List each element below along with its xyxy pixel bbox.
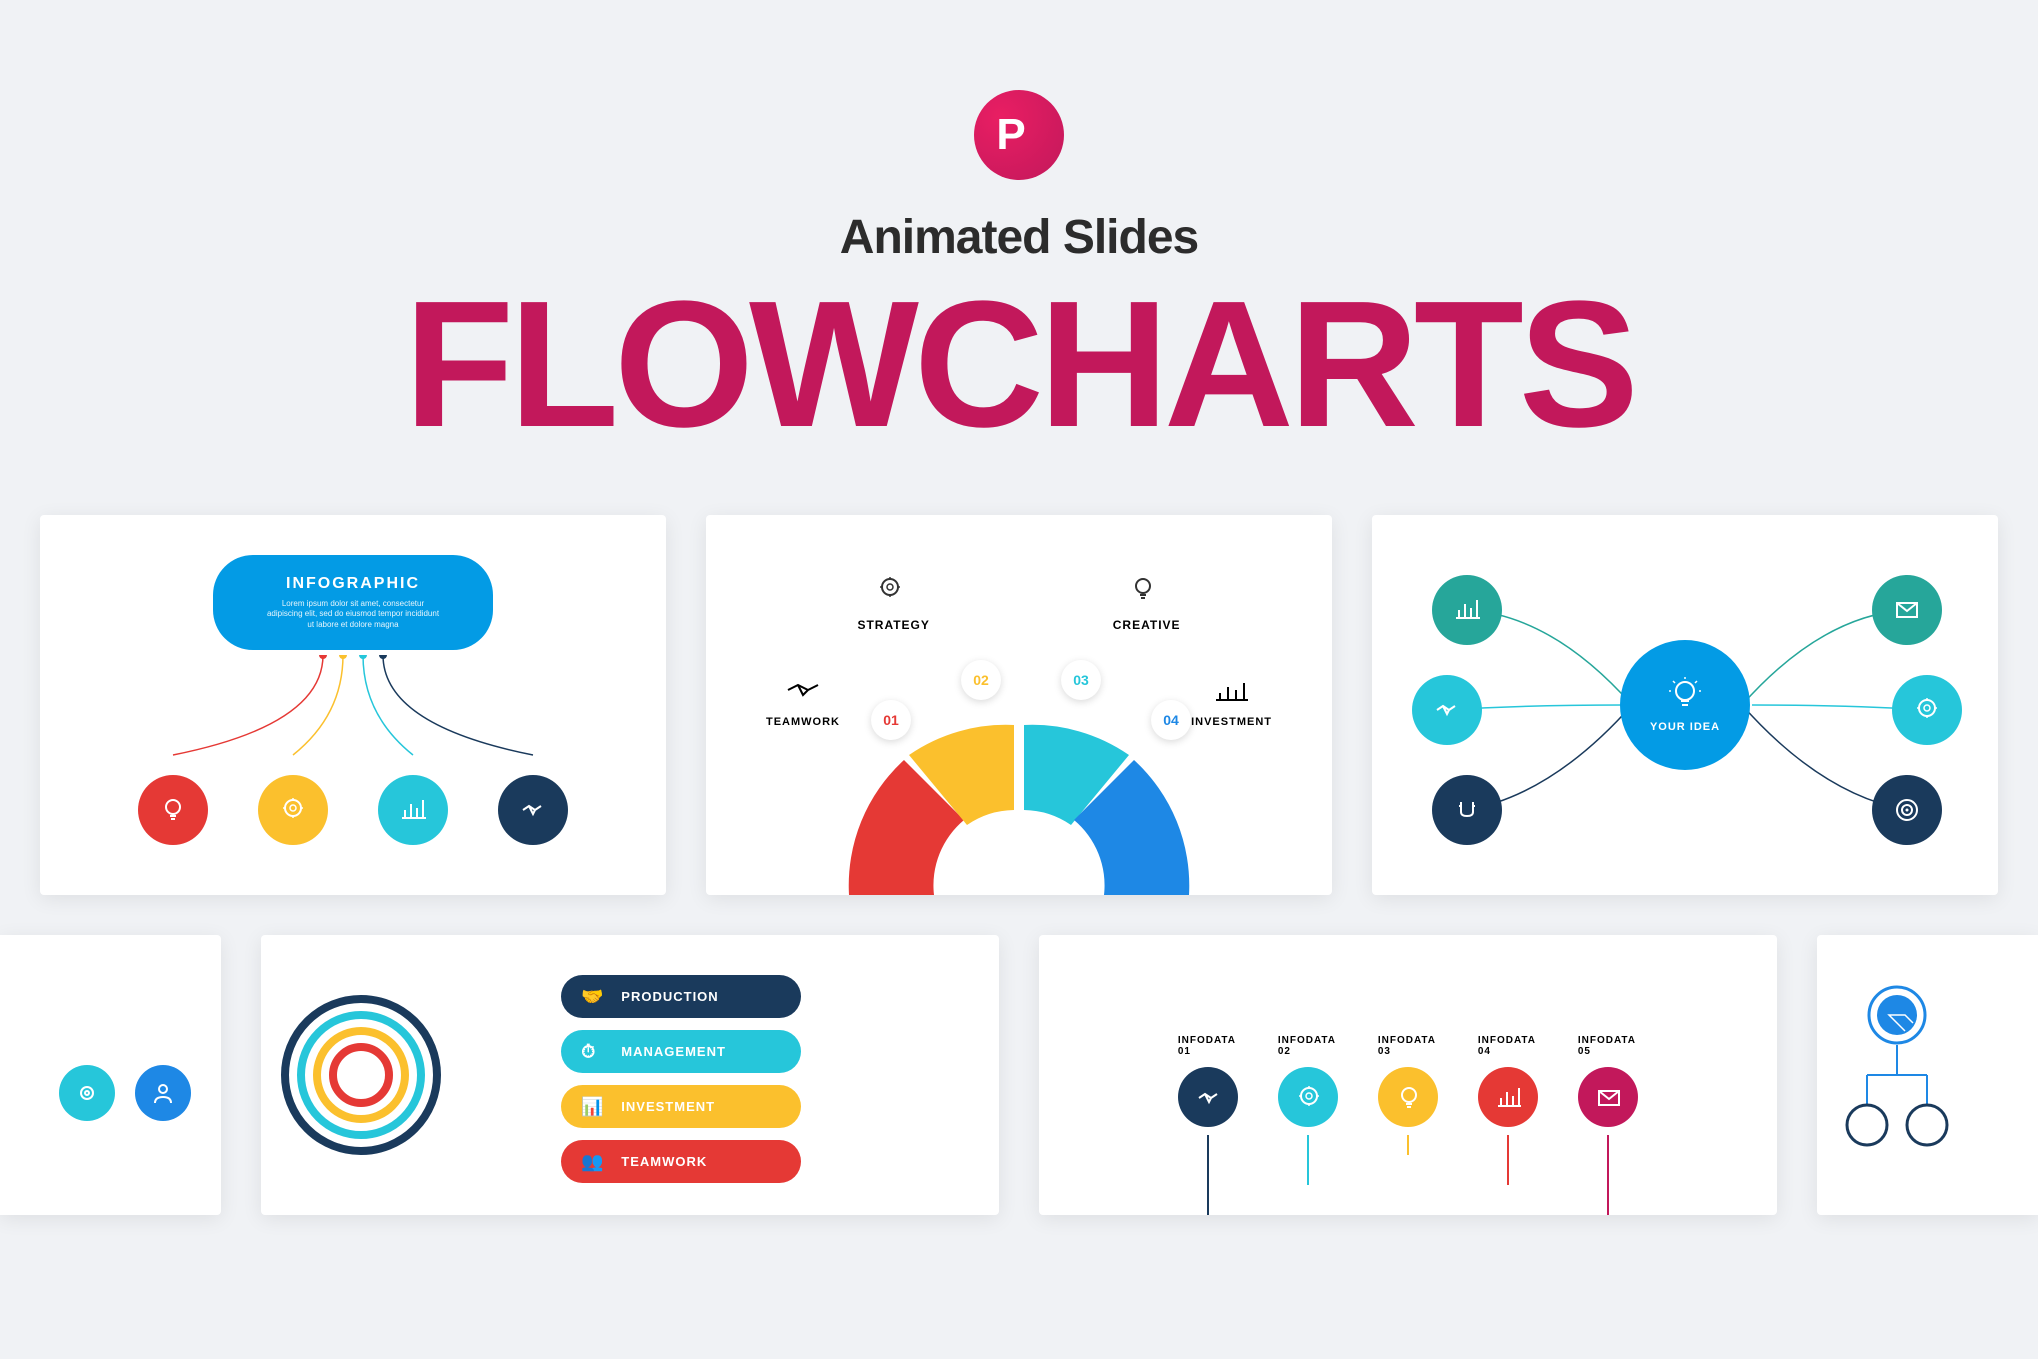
hands-icon xyxy=(1453,796,1481,824)
infodata-item: INFODATA 05 xyxy=(1578,1035,1638,1215)
subtitle: Animated Slides xyxy=(0,210,2038,265)
slides-grid-row-1: INFOGRAPHIC Lorem ipsum dolor sit amet, … xyxy=(0,515,2038,895)
gear-head-icon xyxy=(876,575,912,605)
pill-title: INFOGRAPHIC xyxy=(263,575,443,593)
bulb-icon xyxy=(159,796,187,824)
powerpoint-logo-icon: P xyxy=(974,90,1064,180)
category-pill: ⏱MANAGEMENT xyxy=(561,1030,801,1073)
infodata-circle xyxy=(1178,1067,1238,1127)
target-ring xyxy=(329,1043,393,1107)
segment-number: 01 xyxy=(871,700,911,740)
gear-head-icon xyxy=(1913,696,1941,724)
infodata-label: INFODATA 04 xyxy=(1478,1035,1538,1057)
infodata-row: INFODATA 01 INFODATA 02 INFODATA 03 INFO… xyxy=(1178,1035,1638,1215)
infodata-item: INFODATA 01 xyxy=(1178,1035,1238,1215)
infodata-circle xyxy=(1478,1067,1538,1127)
segment-number: 03 xyxy=(1061,660,1101,700)
pill-list: 🤝PRODUCTION ⏱MANAGEMENT 📊INVESTMENT 👥TEAMWO… xyxy=(561,975,801,1183)
tree-node xyxy=(498,775,568,845)
pill-icon: ⏱ xyxy=(581,1041,596,1062)
logo-letter: P xyxy=(996,110,1025,160)
header: P Animated Slides FLOWCHARTS xyxy=(0,0,2038,515)
bulb-icon xyxy=(1667,677,1703,713)
tree-connectors xyxy=(133,655,573,795)
handshake-icon xyxy=(1433,696,1461,724)
connector-line xyxy=(1407,1135,1409,1155)
main-title: FLOWCHARTS xyxy=(0,275,2038,455)
gear-head-icon xyxy=(279,796,307,824)
slide-infodata-bars: INFODATA 01 INFODATA 02 INFODATA 03 INFO… xyxy=(1039,935,1777,1215)
chart-icon xyxy=(399,796,427,824)
infodata-label: INFODATA 01 xyxy=(1178,1035,1238,1057)
mindmap-node xyxy=(1432,575,1502,645)
connector-line xyxy=(1207,1135,1209,1215)
segment-number: 04 xyxy=(1151,700,1191,740)
pill-icon: 📊 xyxy=(581,1096,604,1117)
infodata-circle xyxy=(1378,1067,1438,1127)
tree-node xyxy=(258,775,328,845)
pill-text: Lorem ipsum dolor sit amet, consectetur … xyxy=(263,599,443,630)
handshake-icon xyxy=(1195,1084,1221,1110)
infodata-circle xyxy=(1578,1067,1638,1127)
connector-line xyxy=(1307,1135,1309,1185)
gear-icon xyxy=(75,1081,99,1105)
top-labels: STRATEGY CREATIVE xyxy=(706,575,1332,632)
top-label: CREATIVE xyxy=(1113,575,1181,632)
slide-partial-right xyxy=(1817,935,2038,1215)
category-pill: 📊INVESTMENT xyxy=(561,1085,801,1128)
center-text: YOUR IDEA xyxy=(1650,721,1720,733)
mindmap-node xyxy=(1432,775,1502,845)
category-pill: 🤝PRODUCTION xyxy=(561,975,801,1018)
mindmap-center: YOUR IDEA xyxy=(1620,640,1750,770)
pill-icon: 👥 xyxy=(581,1151,604,1172)
infodata-item: INFODATA 02 xyxy=(1278,1035,1338,1185)
gear-head-icon xyxy=(1295,1084,1321,1110)
semicircle-chart xyxy=(789,655,1249,895)
mail-icon xyxy=(1893,596,1921,624)
infodata-label: INFODATA 02 xyxy=(1278,1035,1338,1057)
bulb-icon xyxy=(1395,1084,1421,1110)
segment-number: 02 xyxy=(961,660,1001,700)
infodata-item: INFODATA 03 xyxy=(1378,1035,1438,1155)
mindmap-node xyxy=(1872,575,1942,645)
infodata-label: INFODATA 05 xyxy=(1578,1035,1638,1057)
infodata-item: INFODATA 04 xyxy=(1478,1035,1538,1185)
tree-node xyxy=(378,775,448,845)
pill-icon: 🤝 xyxy=(581,986,604,1007)
people-icon xyxy=(151,1081,175,1105)
chart-icon xyxy=(1453,596,1481,624)
slides-grid-row-2: 🤝PRODUCTION ⏱MANAGEMENT 📊INVESTMENT 👥TEAMWO… xyxy=(0,895,2038,1215)
mindmap-node xyxy=(1892,675,1962,745)
mindmap-node xyxy=(1872,775,1942,845)
top-label: STRATEGY xyxy=(857,575,929,632)
circle-row xyxy=(138,775,568,845)
slide-infographic-tree: INFOGRAPHIC Lorem ipsum dolor sit amet, … xyxy=(40,515,666,895)
mail-icon xyxy=(1595,1084,1621,1110)
slide-mindmap: YOUR IDEA xyxy=(1372,515,1998,895)
infodata-label: INFODATA 03 xyxy=(1378,1035,1438,1057)
infodata-circle xyxy=(1278,1067,1338,1127)
org-chart-icon xyxy=(1837,975,1957,1175)
node-circle xyxy=(135,1065,191,1121)
label-title: CREATIVE xyxy=(1113,618,1181,632)
chart-icon xyxy=(1495,1084,1521,1110)
infographic-pill: INFOGRAPHIC Lorem ipsum dolor sit amet, … xyxy=(213,555,493,650)
slide-partial-left xyxy=(0,935,221,1215)
label-title: STRATEGY xyxy=(857,618,929,632)
target-icon xyxy=(1893,796,1921,824)
node-circle xyxy=(59,1065,115,1121)
bulb-icon xyxy=(1129,575,1165,605)
connector-line xyxy=(1607,1135,1609,1215)
slide-target-rings: 🤝PRODUCTION ⏱MANAGEMENT 📊INVESTMENT 👥TEAMWO… xyxy=(261,935,999,1215)
category-pill: 👥TEAMWORK xyxy=(561,1140,801,1183)
handshake-icon xyxy=(519,796,547,824)
tree-node xyxy=(138,775,208,845)
connector-line xyxy=(1507,1135,1509,1185)
slide-semicircle: STRATEGYCREATIVE TEAMWORK INVESTMENT 01 … xyxy=(706,515,1332,895)
mindmap-node xyxy=(1412,675,1482,745)
